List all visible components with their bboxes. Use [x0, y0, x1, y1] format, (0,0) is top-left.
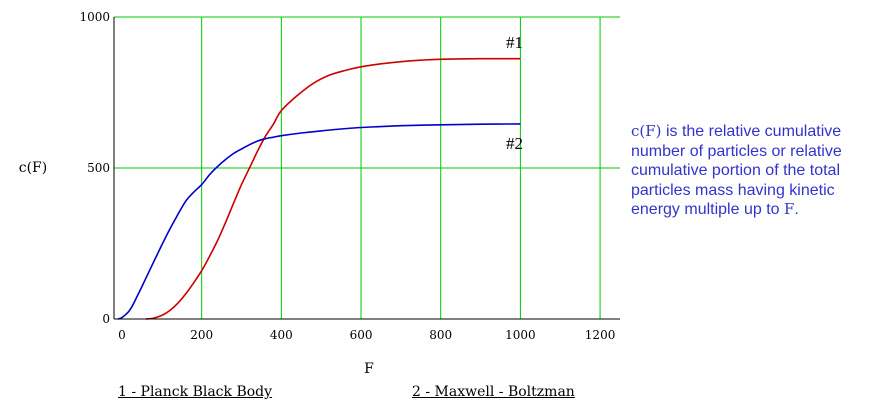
curves — [117, 57, 521, 320]
x-tick-label: 1200 — [585, 328, 616, 342]
note-text-b: . — [794, 201, 799, 218]
y-tick-labels: 0 500 1000 — [79, 10, 110, 326]
note-function: c(F) — [631, 122, 662, 140]
x-tick-label: 1000 — [505, 328, 536, 342]
x-tick-label: 800 — [429, 328, 452, 342]
y-tick-label: 0 — [102, 312, 110, 326]
x-tick-labels: 0 200 400 600 800 1000 1200 — [118, 328, 615, 342]
x-tick-label: 400 — [270, 328, 293, 342]
series-2-line — [117, 123, 521, 320]
y-axis-title: c(F) — [19, 160, 47, 176]
note-text-a: is the relative cumulative number of par… — [631, 123, 842, 218]
series-1-label: #1 — [506, 33, 523, 52]
x-tick-label: 600 — [350, 328, 373, 342]
series-2-label: #2 — [506, 134, 523, 153]
x-axis-title: F — [364, 361, 374, 377]
chart-note: c(F) is the relative cumulative number o… — [631, 122, 886, 220]
y-tick-label: 500 — [87, 161, 110, 175]
caption-series-1: 1 - Planck Black Body — [118, 384, 273, 400]
caption-series-2: 2 - Maxwell - Boltzman — [412, 384, 575, 400]
x-tick-label: 0 — [118, 328, 126, 342]
x-tick-label: 200 — [190, 328, 213, 342]
series-1-line — [145, 57, 521, 320]
y-tick-label: 1000 — [79, 10, 110, 24]
note-variable: F — [783, 200, 795, 218]
